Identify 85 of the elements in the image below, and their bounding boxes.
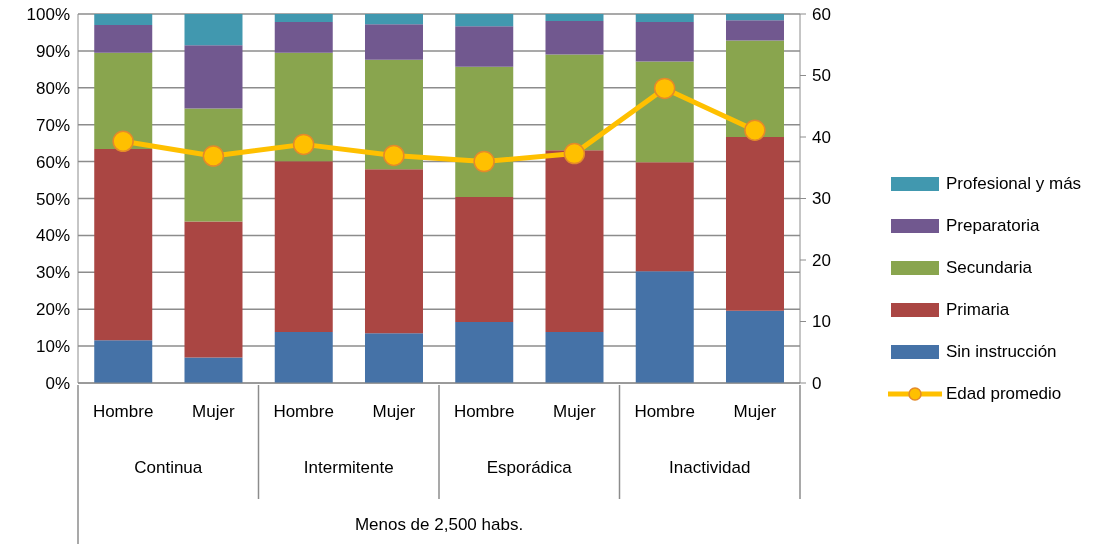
y-tick-label: 40% xyxy=(35,226,70,246)
x-tick-label: Hombre xyxy=(634,402,695,422)
bar xyxy=(274,52,333,162)
y2-tick-label: 20 xyxy=(812,250,831,270)
bar xyxy=(94,52,153,150)
x-tick-label: Mujer xyxy=(372,402,416,422)
bar xyxy=(184,221,243,358)
y-tick-label: 0% xyxy=(45,374,70,394)
y2-tick-label: 0 xyxy=(812,373,822,393)
bar xyxy=(635,14,694,23)
text: Continua xyxy=(133,458,204,478)
bar xyxy=(545,21,604,55)
legend-label: Edad promedio xyxy=(946,384,1062,404)
text: Esporádica xyxy=(485,458,573,478)
bar xyxy=(455,26,514,67)
bar xyxy=(455,322,514,383)
bar xyxy=(635,162,694,272)
x-tick-label: Hombre xyxy=(453,402,515,422)
bar xyxy=(365,14,423,25)
x-tick-label: Hombre xyxy=(92,402,154,422)
point xyxy=(653,77,676,100)
y-tick-label: 30% xyxy=(35,263,70,283)
y-tick-label: 100% xyxy=(26,5,70,25)
point xyxy=(563,142,586,165)
bar xyxy=(94,340,153,383)
bar xyxy=(365,333,423,383)
y2-tick-label: 50 xyxy=(812,66,831,86)
bar xyxy=(184,14,243,46)
point xyxy=(744,119,766,141)
x-tick-label: Mujer xyxy=(733,402,777,422)
bar xyxy=(365,169,423,334)
bar xyxy=(184,45,243,109)
bar xyxy=(635,61,694,163)
bar xyxy=(184,357,243,383)
legend-label: Primaria xyxy=(946,300,1010,320)
text: Inactividad xyxy=(668,458,752,478)
y-tick-label: 10% xyxy=(35,337,70,357)
bar xyxy=(94,14,153,26)
bar xyxy=(365,59,423,170)
y-tick-label: 50% xyxy=(35,189,70,209)
bar xyxy=(274,14,333,23)
bar xyxy=(94,25,153,53)
y-tick-label: 60% xyxy=(35,152,70,172)
bar xyxy=(726,136,784,311)
bar xyxy=(726,310,784,383)
y2-tick-label: 40 xyxy=(812,127,831,147)
x-tick-label: Mujer xyxy=(553,402,596,422)
bar xyxy=(545,150,604,333)
y2-tick-label: 30 xyxy=(812,189,831,209)
text: Menos de 2,500 habs. xyxy=(353,515,525,535)
y-tick-label: 80% xyxy=(35,78,70,98)
legend-label: Preparatoria xyxy=(946,216,1040,236)
bar xyxy=(545,332,604,383)
x-tick-label: Hombre xyxy=(273,402,334,422)
x-tick-label: Mujer xyxy=(192,402,235,422)
bar xyxy=(455,14,514,27)
legend-label: Profesional y más xyxy=(946,174,1082,194)
bar xyxy=(94,149,153,341)
point xyxy=(292,133,315,156)
bar xyxy=(545,54,604,151)
y-tick-label: 70% xyxy=(35,115,70,135)
bar xyxy=(726,14,784,21)
y2-tick-label: 60 xyxy=(812,4,831,24)
bar xyxy=(545,14,604,22)
bar xyxy=(274,161,333,333)
y-tick-label: 20% xyxy=(35,300,70,320)
bar xyxy=(635,22,694,62)
bar xyxy=(726,20,784,41)
bar xyxy=(726,40,784,137)
y-tick-label: 90% xyxy=(35,41,70,61)
point xyxy=(202,145,225,167)
point xyxy=(383,144,405,167)
bar xyxy=(274,332,333,383)
bar xyxy=(365,24,423,60)
bar xyxy=(455,197,514,323)
legend-label: Secundaria xyxy=(946,258,1033,278)
point xyxy=(473,150,495,173)
y2-tick-label: 10 xyxy=(812,312,831,332)
bar xyxy=(455,66,514,198)
legend-label: Sin instrucción xyxy=(946,342,1057,362)
text: Intermitente xyxy=(302,458,395,478)
point xyxy=(112,130,134,153)
bar xyxy=(274,22,333,53)
bar xyxy=(184,108,243,222)
bar xyxy=(635,271,694,383)
